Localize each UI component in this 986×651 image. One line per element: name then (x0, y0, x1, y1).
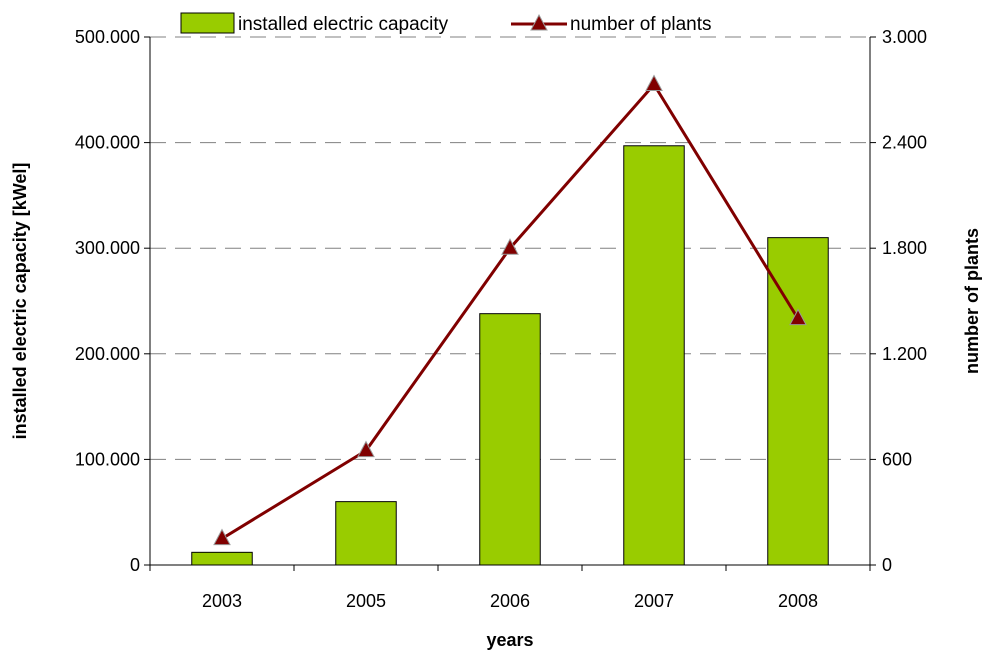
x-axis-title: years (486, 630, 533, 650)
y2-tick-label: 2.400 (882, 133, 927, 153)
y2-tick-label: 0 (882, 555, 892, 575)
y-tick-label: 500.000 (75, 27, 140, 47)
y-tick-label: 400.000 (75, 133, 140, 153)
axes (149, 37, 871, 566)
x-tick-label: 2006 (490, 591, 530, 611)
bar (191, 551, 253, 566)
y-tick-label: 300.000 (75, 238, 140, 258)
legend-label-line: number of plants (570, 14, 712, 35)
bar (479, 313, 541, 566)
y-tick-label: 0 (130, 555, 140, 575)
y-axis-title: installed electric capacity [kWel] (10, 163, 30, 440)
data-point-marker (501, 238, 519, 255)
legend-label-bar: installed electric capacity (238, 14, 449, 35)
tick-labels: 0 0 100.000 600 200.000 1.200 300.000 1.800 400.… (75, 27, 927, 611)
x-tick-label: 2008 (778, 591, 818, 611)
x-tick-label: 2005 (346, 591, 386, 611)
bar-series (191, 145, 829, 566)
line-series (213, 74, 807, 546)
x-tick-label: 2003 (202, 591, 242, 611)
y2-axis-title: number of plants (962, 228, 982, 374)
bar (335, 501, 397, 566)
y-tick-label: 200.000 (75, 344, 140, 364)
y2-tick-label: 3.000 (882, 27, 927, 47)
data-point-marker (213, 528, 231, 546)
data-point-marker (357, 440, 375, 458)
bar (767, 237, 829, 566)
legend: installed electric capacity number of pl… (180, 12, 712, 35)
legend-marker (530, 13, 548, 31)
y2-tick-label: 1.800 (882, 238, 927, 258)
data-point-marker (645, 74, 663, 92)
data-point-marker (789, 308, 807, 326)
y2-tick-label: 600 (882, 449, 912, 469)
legend-swatch-bar (180, 12, 235, 34)
bar (623, 145, 685, 566)
y2-tick-label: 1.200 (882, 344, 927, 364)
y-tick-label: 100.000 (75, 449, 140, 469)
x-tick-label: 2007 (634, 591, 674, 611)
